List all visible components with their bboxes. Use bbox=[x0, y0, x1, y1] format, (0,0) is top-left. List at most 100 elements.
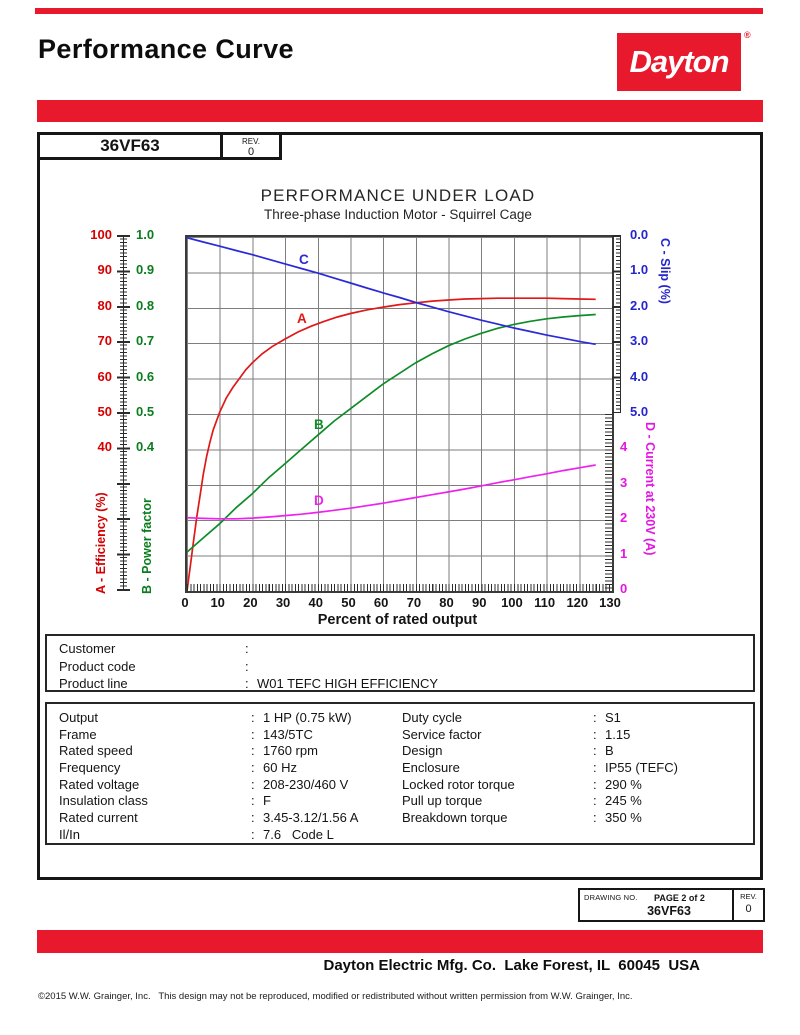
row-label: Frame bbox=[59, 726, 97, 742]
data-row-output: Output:1 HP (0.75 kW) bbox=[59, 710, 394, 727]
plot-svg: A B C D bbox=[187, 237, 596, 591]
power-factor-tick-0.4: 0.4 bbox=[136, 439, 155, 455]
row-label: Output bbox=[59, 710, 99, 725]
chart-title: PERFORMANCE UNDER LOAD bbox=[260, 186, 536, 205]
row-value: 350 % bbox=[605, 810, 642, 826]
efficiency-tick-60: 60 bbox=[97, 368, 112, 384]
row-label: Rated speed bbox=[59, 743, 133, 759]
curve-label-B: B bbox=[314, 417, 324, 432]
data-row-product-code: Product code: bbox=[59, 659, 753, 677]
x-tick-40: 40 bbox=[308, 595, 323, 610]
curve-C bbox=[187, 237, 596, 346]
data-row-enclosure: Enclosure: IP55 (TEFC) bbox=[402, 760, 750, 777]
slip-axis-ruler bbox=[612, 235, 621, 413]
data-row-duty-cycle: Duty cycle: S1 bbox=[402, 710, 750, 727]
data-row-locked-rotor-torque: Locked rotor torque:290 % bbox=[402, 777, 750, 794]
slip-tick-4.0: 4.0 bbox=[630, 368, 649, 384]
row-label: Il/In bbox=[59, 826, 80, 842]
current-tick-0: 0 bbox=[620, 581, 628, 596]
dayton-logo: Dayton bbox=[617, 33, 741, 91]
row-colon: : bbox=[593, 743, 597, 759]
registered-trademark-icon: ® bbox=[744, 30, 751, 40]
row-colon: : bbox=[593, 710, 597, 725]
drawing-rev-value: 0 bbox=[745, 902, 752, 915]
row-colon: : bbox=[245, 641, 249, 656]
efficiency-tick-40: 40 bbox=[97, 439, 112, 455]
x-axis-title: Percent of rated output bbox=[317, 612, 478, 628]
row-label: Breakdown torque bbox=[402, 810, 508, 826]
slip-axis-title: C - Slip (%) bbox=[658, 238, 672, 304]
row-colon: : bbox=[251, 743, 255, 759]
row-colon: : bbox=[593, 810, 597, 826]
row-colon: : bbox=[593, 776, 597, 792]
plot-area: A B C D bbox=[185, 235, 614, 593]
current-tick-1: 1 bbox=[620, 545, 628, 561]
slip-tick-0.0: 0.0 bbox=[630, 227, 649, 242]
row-label: Design bbox=[402, 743, 443, 759]
slip-tick-2.0: 2.0 bbox=[630, 297, 649, 313]
drawing-rev-cell: REV. 0 bbox=[732, 890, 763, 920]
row-value: 3.45-3.12/1.56 A bbox=[263, 810, 359, 826]
company-address: Dayton Electric Mfg. Co. Lake Forest, IL… bbox=[323, 957, 700, 974]
header-red-bar bbox=[37, 100, 763, 122]
row-value: 1 HP (0.75 kW) bbox=[263, 710, 352, 725]
efficiency-tick-70: 70 bbox=[97, 333, 112, 349]
power-factor-axis-title: B - Power factor bbox=[140, 498, 154, 594]
curve-label-C: C bbox=[299, 252, 309, 267]
x-tick-70: 70 bbox=[406, 595, 422, 610]
x-tick-10: 10 bbox=[210, 595, 225, 610]
row-value: S1 bbox=[605, 710, 621, 725]
row-value: IP55 (TEFC) bbox=[605, 760, 678, 776]
row-colon: : bbox=[245, 676, 249, 691]
x-tick-100: 100 bbox=[501, 595, 523, 610]
row-label: Insulation class bbox=[59, 793, 148, 809]
row-value: 143/5TC bbox=[263, 726, 313, 742]
document-title: Performance Curve bbox=[38, 34, 294, 64]
row-label: Duty cycle bbox=[402, 710, 462, 725]
x-tick-80: 80 bbox=[439, 595, 454, 610]
row-label: Product line bbox=[59, 676, 128, 691]
copyright-notice: ©2015 W.W. Grainger, Inc. This design ma… bbox=[38, 991, 633, 1002]
row-colon: : bbox=[245, 658, 249, 674]
efficiency-tick-50: 50 bbox=[97, 404, 112, 419]
data-row-breakdown-torque: Breakdown torque:350 % bbox=[402, 810, 750, 827]
specs-column-right: Duty cycle: S1 Service factor:1.15 Design: B… bbox=[402, 710, 750, 827]
x-tick-90: 90 bbox=[471, 595, 487, 610]
row-colon: : bbox=[251, 810, 255, 826]
row-colon: : bbox=[251, 710, 255, 725]
row-value: W01 TEFC HIGH EFFICIENCY bbox=[257, 676, 439, 691]
slip-tick-3.0: 3.0 bbox=[630, 333, 649, 349]
data-row-design: Design: B bbox=[402, 743, 750, 760]
row-colon: : bbox=[251, 826, 255, 842]
revision-label: REV. bbox=[242, 137, 260, 146]
curve-label-A: A bbox=[297, 311, 307, 326]
data-row-rated-current: Rated current:3.45-3.12/1.56 A bbox=[59, 810, 394, 827]
data-row-pull-up-torque: Pull up torque:245 % bbox=[402, 793, 750, 810]
top-divider-bar bbox=[35, 8, 763, 14]
power-factor-tick-0.8: 0.8 bbox=[136, 297, 155, 313]
row-label: Locked rotor torque bbox=[402, 776, 515, 792]
data-row-rated-speed: Rated speed:1760 rpm bbox=[59, 743, 394, 760]
row-value: B bbox=[605, 743, 614, 759]
slip-tick-5.0: 5.0 bbox=[630, 404, 649, 419]
row-label: Product code bbox=[59, 658, 136, 674]
left-axis-ruler bbox=[117, 235, 130, 591]
row-colon: : bbox=[251, 793, 255, 809]
power-factor-tick-0.9: 0.9 bbox=[136, 262, 155, 278]
row-value: 60 Hz bbox=[263, 760, 297, 776]
row-label: Frequency bbox=[59, 760, 121, 776]
power-factor-tick-0.7: 0.7 bbox=[136, 333, 155, 349]
drawing-rev-label: REV. bbox=[740, 892, 757, 901]
efficiency-tick-90: 90 bbox=[97, 262, 112, 278]
curve-label-D: D bbox=[314, 493, 324, 508]
chart-subtitle: Three-phase Induction Motor - Squirrel C… bbox=[264, 207, 532, 222]
current-tick-2: 2 bbox=[620, 510, 628, 526]
model-number: 36VF63 bbox=[100, 136, 160, 155]
data-row-insulation-class: Insulation class: F bbox=[59, 793, 394, 810]
drawing-number-value: 36VF63 bbox=[647, 904, 691, 918]
footer-red-bar bbox=[37, 930, 763, 953]
data-row-rated-voltage: Rated voltage:208-230/460 V bbox=[59, 777, 394, 794]
efficiency-tick-100: 100 bbox=[90, 227, 112, 242]
current-tick-4: 4 bbox=[620, 439, 628, 455]
